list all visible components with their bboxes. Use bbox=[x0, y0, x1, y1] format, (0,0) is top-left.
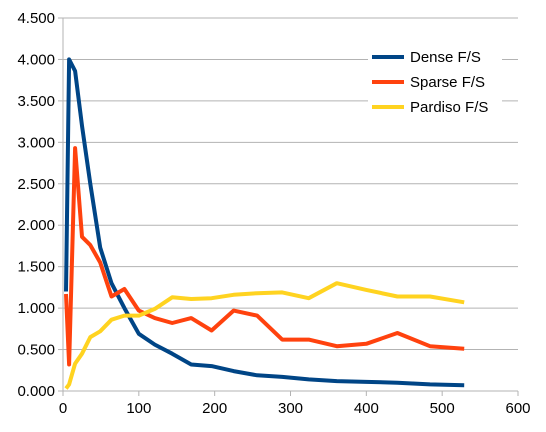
axes: 0.000 0.500 1.000 1.500 2.000 2.500 3.000 3.500… bbox=[17, 10, 530, 417]
legend: Dense F/S Sparse F/S Pardiso F/S bbox=[368, 40, 502, 124]
series-lines bbox=[64, 57, 465, 390]
x-tick-label: 0 bbox=[59, 400, 67, 417]
y-tick-label: 0.000 bbox=[17, 383, 55, 400]
y-tick-label: 1.000 bbox=[17, 300, 55, 317]
x-tick-label: 400 bbox=[354, 400, 379, 417]
series-line-2 bbox=[64, 146, 465, 367]
y-tick-label: 2.500 bbox=[17, 176, 55, 193]
x-tick-label: 300 bbox=[278, 400, 303, 417]
x-tick-label: 600 bbox=[505, 400, 530, 417]
y-tick-label: 4.000 bbox=[17, 51, 55, 68]
legend-label: Sparse F/S bbox=[410, 74, 485, 91]
y-tick-label: 3.000 bbox=[17, 134, 55, 151]
x-tick-label: 100 bbox=[126, 400, 151, 417]
series-line-1 bbox=[64, 57, 465, 388]
y-tick-label: 3.500 bbox=[17, 93, 55, 110]
y-tick-label: 0.500 bbox=[17, 342, 55, 359]
x-tick-label: 200 bbox=[202, 400, 227, 417]
series-line-3 bbox=[64, 281, 465, 390]
legend-label: Pardiso F/S bbox=[410, 99, 488, 116]
y-tick-label: 2.000 bbox=[17, 217, 55, 234]
legend-label: Dense F/S bbox=[410, 49, 481, 66]
x-tick-label: 500 bbox=[430, 400, 455, 417]
y-tick-label: 1.500 bbox=[17, 259, 55, 276]
y-tick-label: 4.500 bbox=[17, 10, 55, 27]
